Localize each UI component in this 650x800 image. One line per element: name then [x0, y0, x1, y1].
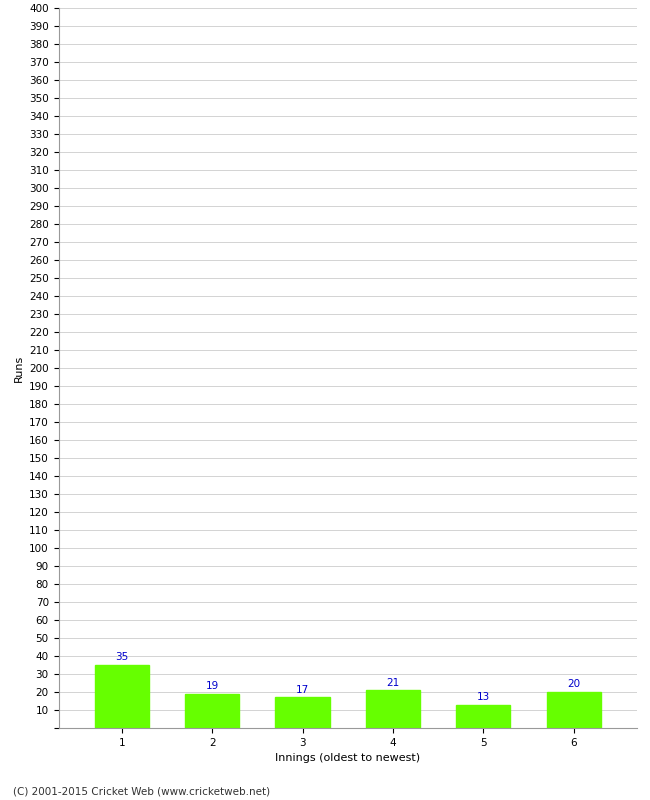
Text: 20: 20	[567, 679, 580, 690]
Bar	[366, 690, 420, 728]
Text: 13: 13	[476, 692, 490, 702]
Text: 35: 35	[115, 652, 129, 662]
Text: 21: 21	[386, 678, 400, 687]
Bar	[547, 692, 601, 728]
Bar	[276, 698, 330, 728]
Y-axis label: Runs: Runs	[14, 354, 23, 382]
X-axis label: Innings (oldest to newest): Innings (oldest to newest)	[275, 754, 421, 763]
Bar	[456, 705, 510, 728]
Text: 17: 17	[296, 685, 309, 694]
Text: 19: 19	[205, 681, 219, 691]
Bar	[95, 665, 149, 728]
Text: (C) 2001-2015 Cricket Web (www.cricketweb.net): (C) 2001-2015 Cricket Web (www.cricketwe…	[13, 786, 270, 796]
Bar	[185, 694, 239, 728]
